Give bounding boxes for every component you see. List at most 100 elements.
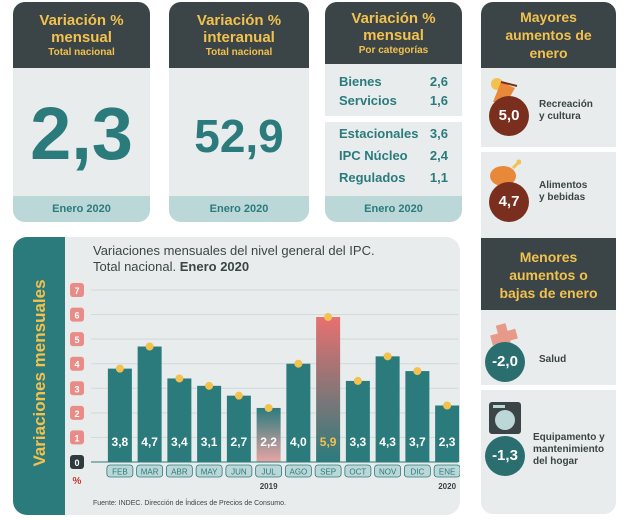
chart-source: Fuente: INDEC. Dirección de Índices de P… (93, 500, 286, 507)
value-marker (443, 401, 452, 410)
chart-title-line: Variaciones mensuales del nivel general … (93, 243, 375, 258)
value-badge: 4,7 (489, 182, 529, 222)
menores-header: Menores aumentos o bajas de enero (481, 238, 616, 310)
category-label: IPC Núcleo (339, 148, 408, 163)
x-tick-badge (344, 464, 372, 478)
category-row: Bienes 2,6 (339, 74, 448, 94)
category-value: 1,1 (429, 170, 448, 185)
data-label: 4,7 (141, 435, 158, 449)
card-variacion-mensual: Variación % mensual Total nacional 2,3 E… (13, 2, 150, 222)
card-title-2: interanual (203, 29, 275, 46)
y-tick-label: 7 (74, 286, 79, 296)
mayores-item: 4,7 Alimentos y bebidas (481, 152, 616, 238)
card-header: Variación % mensual Total nacional (13, 2, 150, 68)
item-label-line: Alimentos (539, 180, 588, 191)
big-value: 2,3 (30, 92, 133, 175)
y-tick-badge (70, 430, 84, 445)
bar-mar (137, 346, 162, 462)
card-header: Variación % interanual Total nacional (169, 2, 309, 68)
bar-abr (167, 378, 192, 462)
bar-jun (226, 395, 251, 462)
card-subtitle: Total nacional (205, 47, 273, 58)
x-tick-badge (195, 464, 223, 478)
washing-machine-icon (489, 402, 521, 434)
item-label: Recreación y cultura (539, 99, 593, 123)
card-footer: Enero 2020 (13, 196, 150, 222)
item-label-line: Salud (539, 354, 567, 365)
x-tick-badge (225, 464, 253, 478)
chicken-icon (490, 159, 521, 186)
menores-title: Menores aumentos o bajas de enero (499, 249, 598, 301)
divider (325, 116, 462, 122)
x-tick-badge (136, 464, 164, 478)
x-tick-label: JUL (262, 468, 277, 477)
value-badge: 5,0 (489, 96, 529, 136)
x-tick-label: DIC (410, 468, 424, 477)
x-tick-badge (106, 464, 134, 478)
y-tick-label: 5 (74, 335, 79, 345)
separator (481, 385, 616, 390)
value-marker (115, 364, 124, 373)
x-tick-badge (255, 464, 283, 478)
y-tick-badge (70, 455, 84, 469)
bar-ene (435, 405, 460, 462)
y-unit-label: % (73, 476, 82, 487)
bar-sep (316, 317, 341, 462)
value-marker (145, 342, 154, 351)
y-unit-badge (70, 473, 84, 487)
item-label-line: Recreación (539, 99, 593, 110)
category-row: Estacionales 3,6 (339, 126, 448, 146)
value-badge: -1,3 (485, 436, 525, 476)
bar-jul (256, 407, 281, 462)
data-label: 4,0 (290, 435, 307, 449)
data-label: 2,7 (231, 435, 248, 449)
y-tick-badge (70, 283, 84, 297)
card-title: Variación % (351, 10, 436, 27)
chart-plot: 0 1 2 3 4 5 6 7% 3,8 FEB 4,7 MAR 3,4 ABR 3,1 MAY 2,7 JUN 2… (70, 283, 460, 491)
category-label: Bienes (339, 74, 382, 89)
separator (481, 147, 616, 152)
value-marker (413, 367, 422, 376)
x-tick-badge (433, 464, 460, 478)
x-tick-label: JUN (231, 468, 247, 477)
big-value: 52,9 (194, 110, 284, 162)
category-row: Regulados 1,1 (339, 170, 448, 190)
menores-item: -2,0 Salud (481, 310, 616, 385)
year-label: 2019 (260, 482, 278, 491)
x-tick-label: NOV (379, 468, 397, 477)
chart-subtitle-plain: Total nacional. (93, 259, 177, 274)
data-label: 2,2 (260, 435, 277, 449)
y-tick-badge (70, 332, 84, 347)
category-label: Servicios (339, 93, 397, 108)
item-label-line: y cultura (539, 111, 581, 122)
value-marker (324, 313, 333, 322)
value-marker (353, 376, 362, 385)
card-title: Variación % (196, 12, 282, 29)
item-label-line: Equipamento y (533, 432, 605, 443)
year-label: 2020 (438, 482, 456, 491)
y-tick-label: 3 (74, 384, 79, 394)
item-label-line: del hogar (533, 456, 579, 467)
bar-feb (107, 368, 132, 462)
x-tick-badge (374, 464, 402, 478)
value-marker (294, 359, 303, 368)
item-label-line: mantenimiento (533, 444, 605, 455)
x-tick-label: OCT (349, 468, 366, 477)
y-tick-badge (70, 405, 84, 420)
data-label: 3,8 (112, 435, 129, 449)
value-badge: -2,0 (485, 342, 525, 382)
category-value: 1,6 (429, 93, 448, 108)
menores-item: -1,3 Equipamento y mantenimiento del hog… (481, 390, 616, 482)
value-marker (234, 391, 243, 400)
data-label: 3,1 (201, 435, 218, 449)
data-label: 2,3 (439, 435, 456, 449)
category-label: Regulados (339, 170, 406, 185)
x-tick-badge (284, 464, 312, 478)
mayores-title: Mayores aumentos de enero (505, 9, 592, 61)
x-tick-label: SEP (320, 468, 336, 477)
card-variacion-categorias: Variación % mensual Por categorías Biene… (325, 2, 462, 222)
category-value: 2,6 (429, 74, 448, 89)
y-tick-label: 2 (74, 409, 79, 419)
x-tick-label: ABR (171, 468, 188, 477)
chart-title: Variaciones mensuales del nivel general … (93, 243, 460, 275)
